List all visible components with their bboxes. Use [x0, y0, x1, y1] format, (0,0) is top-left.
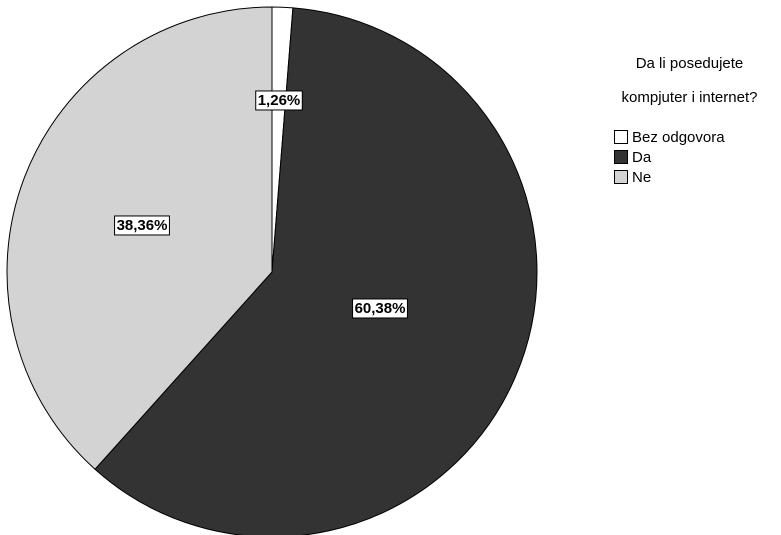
- legend-title: Da li posedujete kompjuter i internet?: [598, 38, 781, 123]
- pie-slice-ne: [6, 6, 273, 470]
- legend-label-ne: Ne: [632, 168, 652, 186]
- legend-swatch-ne: [614, 170, 628, 184]
- legend-title-line-1: Da li posedujete: [635, 55, 744, 72]
- legend-title-line-2: kompjuter i internet?: [621, 89, 758, 106]
- legend-label-da: Da: [632, 148, 652, 166]
- data-label-bez-odgovora: 1,26%: [255, 90, 303, 111]
- legend-item-ne: Ne: [614, 167, 781, 187]
- data-label-box-da: [352, 298, 408, 319]
- pie-slice-da: [94, 7, 538, 535]
- legend-swatch-da: [614, 150, 628, 164]
- data-label-text-ne: 38,36%: [117, 217, 168, 234]
- data-label-da: 60,38%: [352, 298, 408, 319]
- legend: Da li posedujete kompjuter i internet? B…: [598, 38, 781, 187]
- data-label-text-da: 60,38%: [355, 300, 406, 317]
- data-label-ne: 38,36%: [114, 215, 170, 236]
- legend-label-bez-odgovora: Bez odgovora: [632, 128, 725, 146]
- data-label-box-bez-odgovora: [255, 90, 303, 111]
- legend-item-bez-odgovora: Bez odgovora: [614, 127, 781, 147]
- legend-item-da: Da: [614, 147, 781, 167]
- data-label-text-bez-odgovora: 1,26%: [258, 92, 301, 109]
- data-label-box-ne: [114, 215, 170, 236]
- legend-swatch-bez-odgovora: [614, 130, 628, 144]
